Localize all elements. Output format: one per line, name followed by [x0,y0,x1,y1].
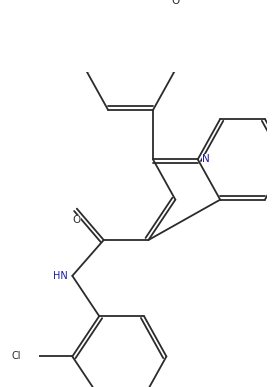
Text: O: O [73,215,81,225]
Text: HN: HN [53,271,68,281]
Text: O: O [171,0,179,6]
Text: N: N [202,154,210,164]
Text: Cl: Cl [11,351,21,361]
